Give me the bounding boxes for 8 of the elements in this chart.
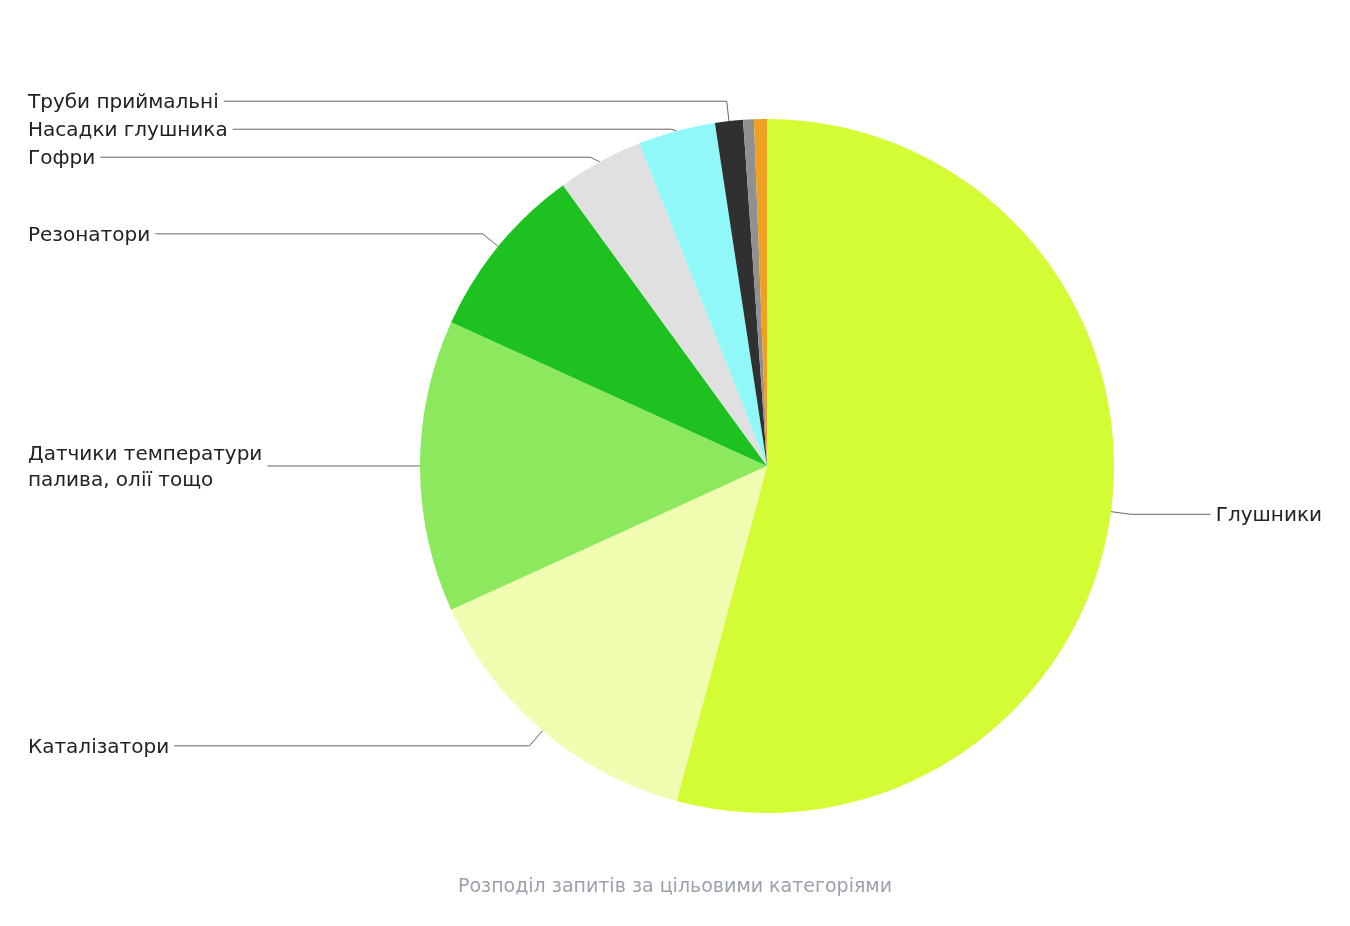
slice-label: Насадки глушника	[28, 117, 228, 142]
slice-label: Резонатори	[28, 221, 151, 246]
text: Розподіл запитів за цільовими категоріями	[457, 873, 893, 896]
slice-label: Каталізатори	[28, 733, 170, 758]
slice-label: Труби приймальні	[27, 89, 219, 114]
slice-label: Датчики температури палива, олії тощо	[28, 441, 263, 491]
slice-label: Гофри	[28, 145, 96, 170]
slice-label: Глушники	[1215, 502, 1322, 527]
